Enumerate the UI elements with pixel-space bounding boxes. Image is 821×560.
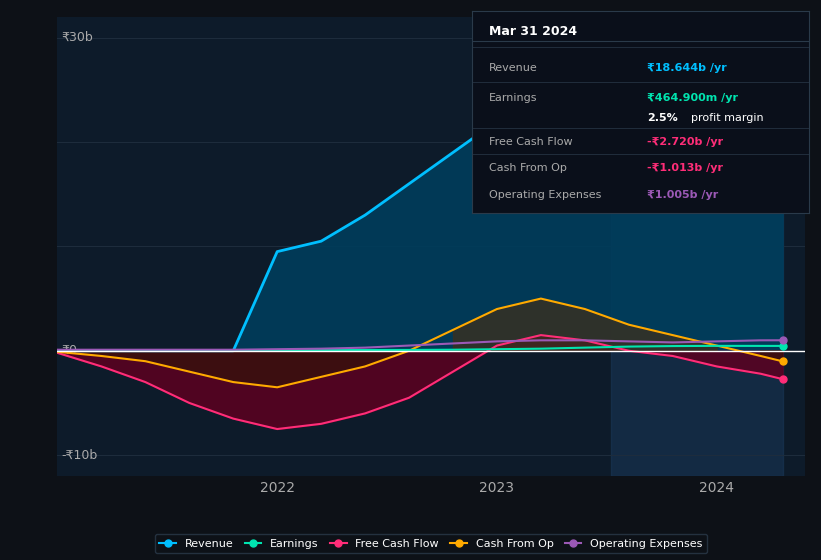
Text: ₹464.900m /yr: ₹464.900m /yr — [647, 93, 738, 103]
Text: Cash From Op: Cash From Op — [489, 164, 566, 174]
Bar — [611, 17, 782, 476]
Text: -₹1.013b /yr: -₹1.013b /yr — [647, 164, 723, 174]
Text: -₹10b: -₹10b — [62, 449, 98, 461]
Text: ₹18.644b /yr: ₹18.644b /yr — [647, 63, 727, 73]
Text: ₹0: ₹0 — [62, 344, 77, 357]
Text: Mar 31 2024: Mar 31 2024 — [489, 25, 577, 38]
Legend: Revenue, Earnings, Free Cash Flow, Cash From Op, Operating Expenses: Revenue, Earnings, Free Cash Flow, Cash … — [155, 534, 707, 553]
Text: Free Cash Flow: Free Cash Flow — [489, 137, 572, 147]
Text: ₹1.005b /yr: ₹1.005b /yr — [647, 190, 718, 200]
Text: ₹30b: ₹30b — [62, 31, 93, 44]
Text: 2.5%: 2.5% — [647, 113, 678, 123]
Text: Earnings: Earnings — [489, 93, 538, 103]
Text: profit margin: profit margin — [691, 113, 764, 123]
Text: -₹2.720b /yr: -₹2.720b /yr — [647, 137, 723, 147]
Text: Revenue: Revenue — [489, 63, 538, 73]
Text: Operating Expenses: Operating Expenses — [489, 190, 601, 200]
